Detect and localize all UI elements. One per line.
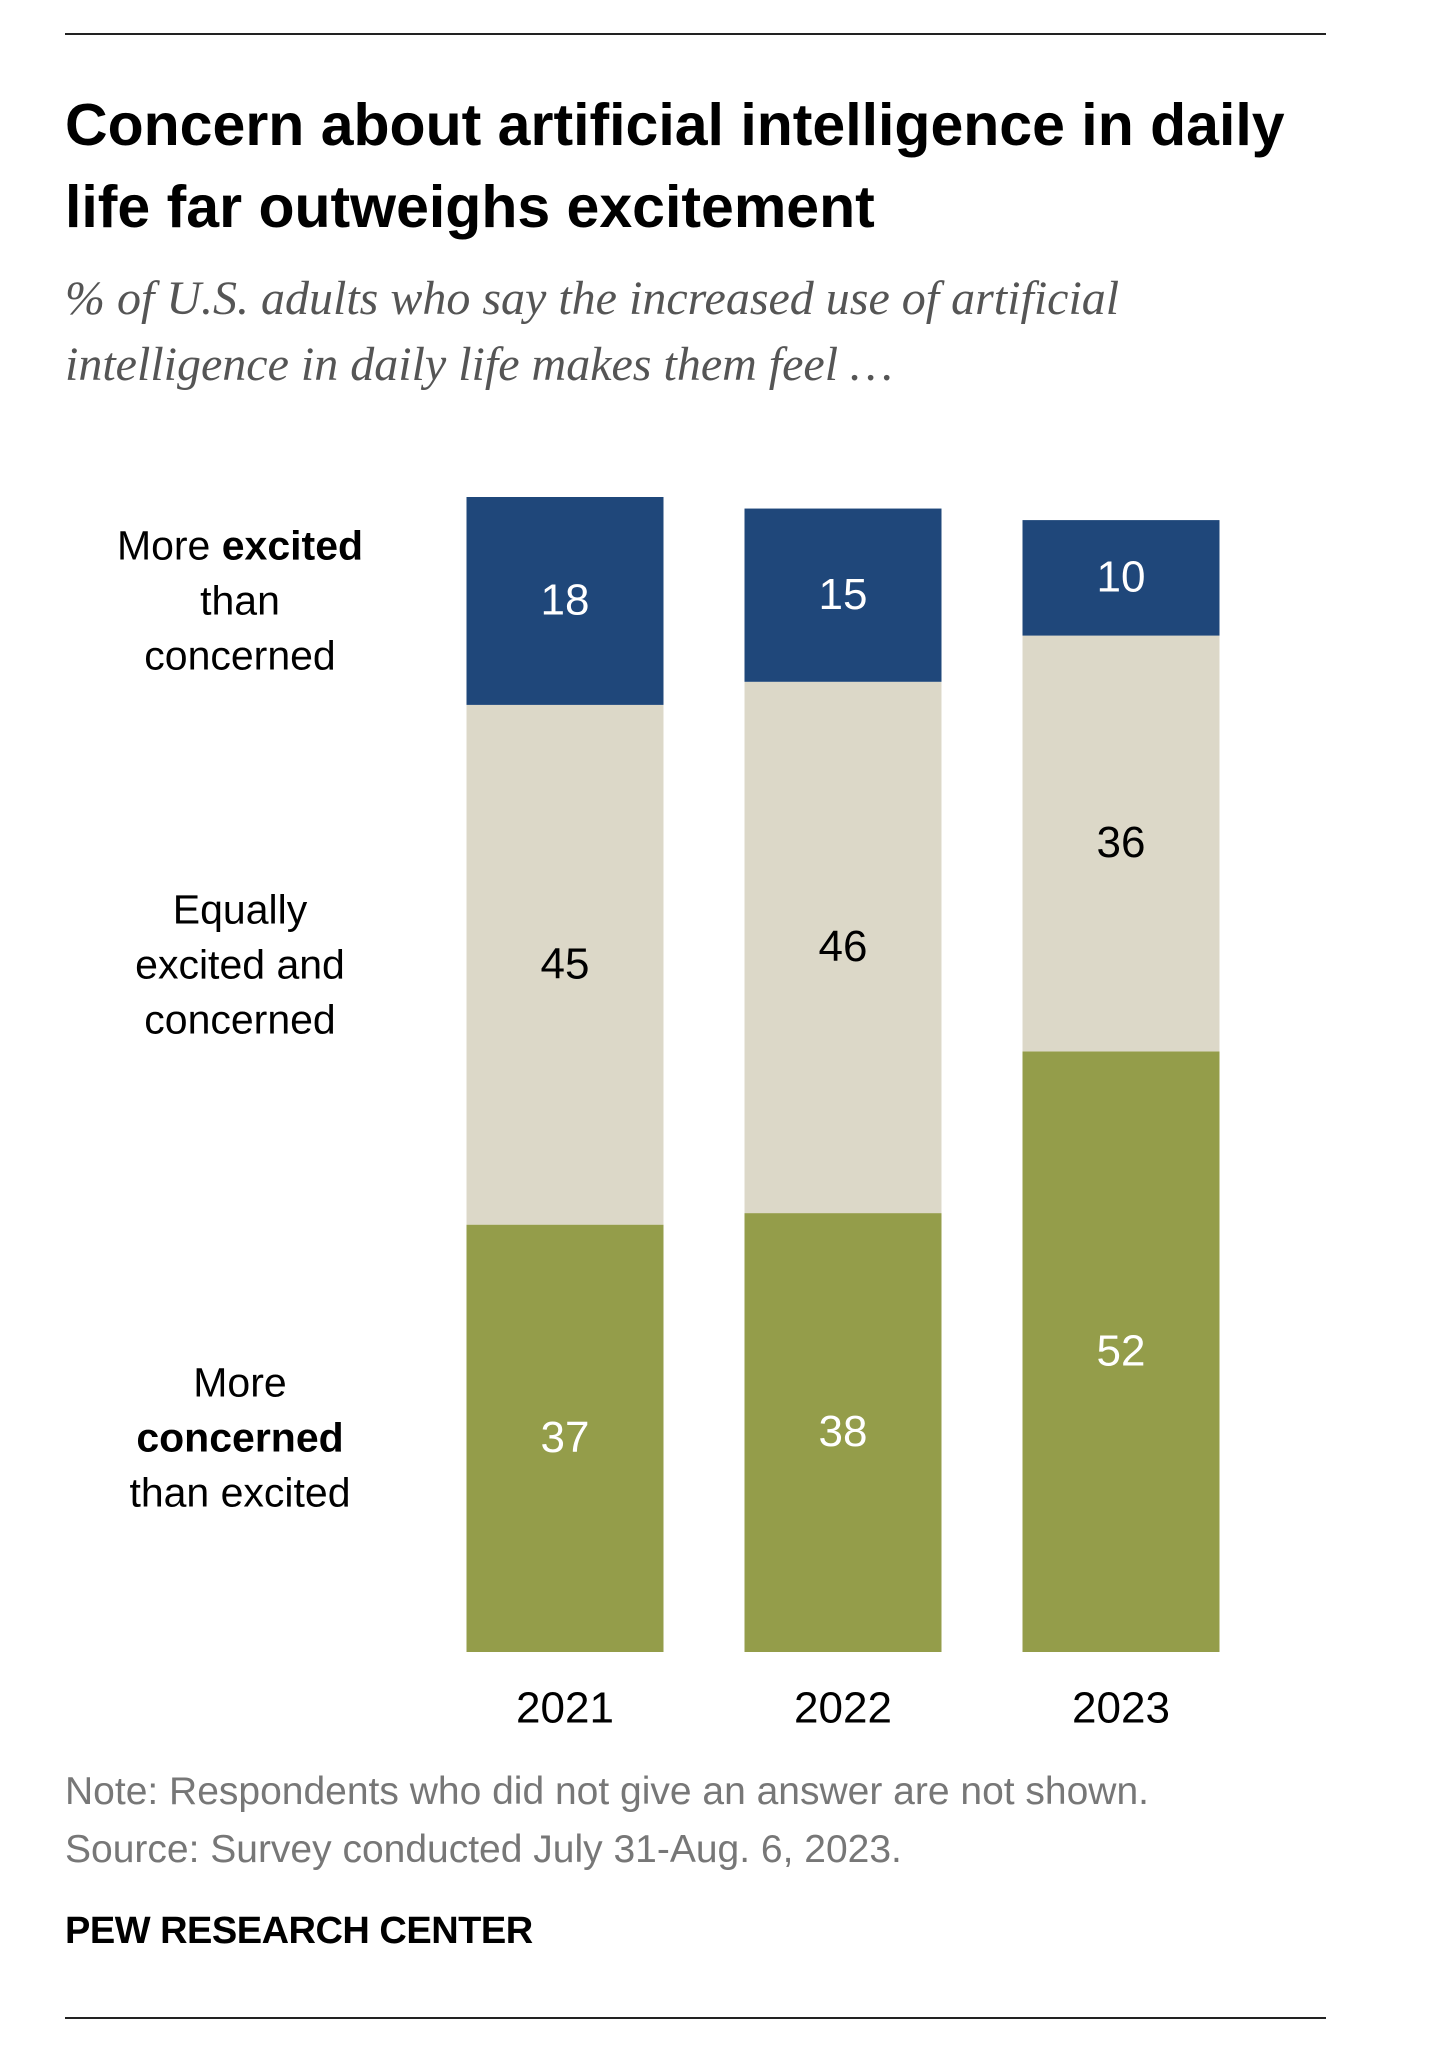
value-label: 38 <box>819 1407 868 1456</box>
bar-segment <box>1022 635 1220 1052</box>
value-label: 15 <box>819 570 868 619</box>
series-label: Equally excited and concerned <box>135 886 345 1043</box>
x-tick-label: 2022 <box>794 1684 892 1733</box>
bar-segment <box>744 1213 942 1652</box>
value-label: 45 <box>541 939 590 988</box>
x-tick-label: 2023 <box>1072 1684 1170 1733</box>
chart-subtitle: % of U.S. adults who say the increased u… <box>65 272 1120 391</box>
series-label: More concerned than excited <box>129 1359 351 1516</box>
value-label: 46 <box>819 922 868 971</box>
chart-title: Concern about artificial intelligence in… <box>65 92 1285 240</box>
value-label: 36 <box>1097 818 1146 867</box>
credit: PEW RESEARCH CENTER <box>65 1910 533 1952</box>
bar-segment <box>466 1224 664 1652</box>
value-label: 10 <box>1097 552 1146 601</box>
top-rule <box>65 33 1326 35</box>
bottom-rule <box>65 2017 1326 2019</box>
bar-segment <box>744 508 942 682</box>
bar-segment <box>466 704 664 1225</box>
bar-segment <box>466 497 664 705</box>
value-label: 18 <box>541 576 590 625</box>
value-label: 52 <box>1097 1326 1146 1375</box>
bar-segment <box>1022 1051 1220 1652</box>
source: Source: Survey conducted July 31-Aug. 6,… <box>65 1828 902 1871</box>
bar-segment <box>1022 520 1220 636</box>
chart: 37 45 18 2021 38 46 15 2022 52 36 10 2023 <box>466 497 1220 1733</box>
bar-segment <box>744 681 942 1214</box>
value-label: 37 <box>541 1413 590 1462</box>
series-label: More excited than concerned <box>116 522 364 679</box>
x-tick-label: 2021 <box>516 1684 614 1733</box>
note: Note: Respondents who did not give an an… <box>65 1770 1150 1813</box>
